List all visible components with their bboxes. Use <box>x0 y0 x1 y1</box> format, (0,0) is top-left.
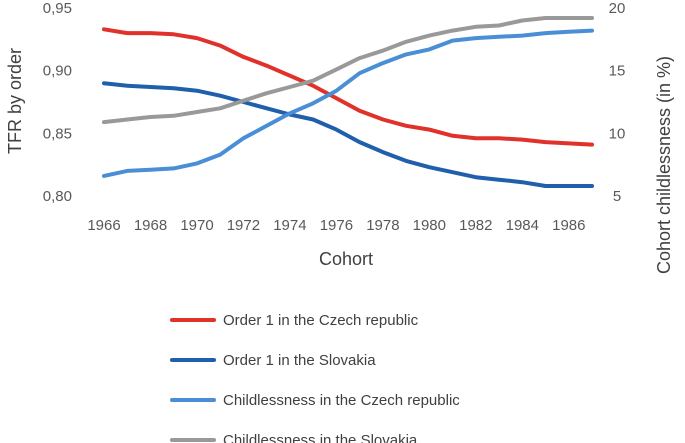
legend-label: Childlessness in the Czech republic <box>223 392 460 409</box>
y-left-tick-label: 0,90 <box>43 63 72 80</box>
legend-item: Childlessness in the Slovakia <box>170 432 418 443</box>
legend-label: Order 1 in the Slovakia <box>223 352 376 369</box>
legend-label: Childlessness in the Slovakia <box>223 432 418 443</box>
x-tick-label: 1966 <box>87 217 120 234</box>
series-line-4 <box>102 16 594 125</box>
y-axis-right-title: Cohort childlessness (in %) <box>654 56 674 274</box>
x-tick-label: 1976 <box>320 217 353 234</box>
y-left-tick-label: 0,85 <box>43 125 72 142</box>
y-left-tick-label: 0,80 <box>43 188 72 205</box>
x-tick-label: 1972 <box>227 217 260 234</box>
series-line-1 <box>102 27 594 147</box>
legend-label: Order 1 in the Czech republic <box>223 312 419 329</box>
x-axis-title: Cohort <box>319 249 373 269</box>
y-right-tick-label: 20 <box>609 0 626 17</box>
x-axis-ticks: 1966 1968 1970 1972 1974 1976 1978 1980 1982 1984… <box>87 217 585 234</box>
left-axis-ticks: 0,80 0,85 0,90 0,95 <box>43 0 72 205</box>
legend-item: Order 1 in the Slovakia <box>170 352 376 369</box>
series-line-2 <box>102 81 594 188</box>
y-right-tick-label: 5 <box>613 188 621 205</box>
y-left-tick-label: 0,95 <box>43 0 72 17</box>
x-tick-label: 1984 <box>506 217 539 234</box>
x-tick-label: 1968 <box>134 217 167 234</box>
legend: Order 1 in the Czech republic Order 1 in … <box>170 312 460 443</box>
legend-item: Childlessness in the Czech republic <box>170 392 460 409</box>
right-axis-ticks: 5 10 15 20 <box>609 0 626 205</box>
x-tick-label: 1980 <box>413 217 446 234</box>
plot-area <box>102 16 594 188</box>
x-tick-label: 1978 <box>366 217 399 234</box>
series-line-3 <box>102 28 594 178</box>
y-axis-left-title: TFR by order <box>5 48 25 154</box>
x-tick-label: 1982 <box>459 217 492 234</box>
y-right-tick-label: 15 <box>609 63 626 80</box>
x-tick-label: 1974 <box>273 217 306 234</box>
x-tick-label: 1970 <box>180 217 213 234</box>
y-right-tick-label: 10 <box>609 125 626 142</box>
legend-item: Order 1 in the Czech republic <box>170 312 419 329</box>
x-tick-label: 1986 <box>552 217 585 234</box>
